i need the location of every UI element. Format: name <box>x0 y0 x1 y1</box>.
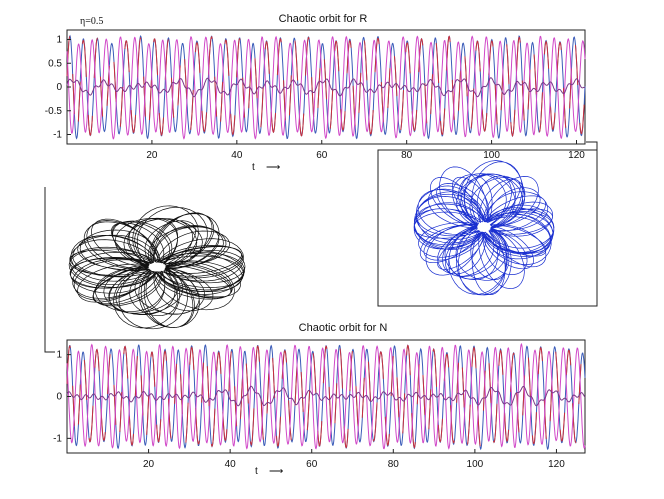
chart-n-series <box>66 342 586 451</box>
chart-r-xtick-label: 80 <box>401 150 413 161</box>
chart-r-series-2 <box>66 35 586 139</box>
chart-r: Chaotic orbit for R 20 40 60 80 100 120 1 0.5 0 -… <box>45 13 586 173</box>
chart-n-ytick-label: -1 <box>53 433 62 444</box>
chart-n-xlabel: t <box>255 466 258 477</box>
chart-n-series-2 <box>66 344 586 450</box>
chart-r-x-arrow: ⟶ <box>266 162 280 173</box>
chart-r-ytick-label: -0.5 <box>45 106 63 117</box>
chart-r-xtick-label: 60 <box>316 150 328 161</box>
chart-n-xtick-label: 80 <box>388 459 400 470</box>
phase-portrait-r-box <box>377 149 598 307</box>
chart-r-xtick-label: 40 <box>231 150 243 161</box>
chart-r-ticks: 20 40 60 80 100 120 1 0.5 0 -0.5 -1 <box>45 35 586 162</box>
chart-r-xtick-label: 100 <box>483 150 500 161</box>
chart-r-ytick-label: 0 <box>56 82 62 93</box>
phase-portrait-r-curve <box>413 160 555 296</box>
phase-portrait-r <box>377 149 598 307</box>
connector-right <box>586 141 598 150</box>
chart-n-ytick-label: 1 <box>56 350 62 361</box>
chart-n-ticks: 20 40 60 80 100 120 1 0 -1 <box>53 350 565 470</box>
eta-annotation: η=0.5 <box>80 16 103 27</box>
chart-r-series-4 <box>66 77 586 98</box>
chart-r-series <box>66 34 586 140</box>
phase-portrait-n-curve <box>68 205 246 330</box>
chart-n-xtick-label: 60 <box>306 459 318 470</box>
phase-portrait-n <box>68 205 246 330</box>
chart-n-xtick-label: 120 <box>548 459 565 470</box>
connector-left <box>44 187 55 353</box>
connectors <box>44 141 598 353</box>
phase-portrait-r-trace <box>413 160 555 296</box>
chart-n: Chaotic orbit for N 20 40 60 80 100 120 1 0 -1 t… <box>53 322 586 477</box>
chart-r-ytick-label: -1 <box>53 130 62 141</box>
chart-r-series-3 <box>66 35 586 140</box>
chart-n-xtick-label: 40 <box>225 459 237 470</box>
chart-r-xtick-label: 20 <box>146 150 158 161</box>
chart-r-ytick-label: 1 <box>56 35 62 46</box>
chart-r-xlabel: t <box>252 162 255 173</box>
chart-r-title: Chaotic orbit for R <box>279 13 368 25</box>
chart-r-ytick-label: 0.5 <box>48 58 62 69</box>
chart-n-ytick-label: 0 <box>56 392 62 403</box>
chart-n-series-3 <box>66 342 586 450</box>
phase-portrait-n-trace <box>68 205 246 330</box>
chart-n-xtick-label: 100 <box>467 459 484 470</box>
chart-n-x-arrow: ⟶ <box>269 466 283 477</box>
chart-r-xtick-label: 120 <box>568 150 585 161</box>
chart-n-xtick-label: 20 <box>143 459 155 470</box>
chart-n-title: Chaotic orbit for N <box>299 322 388 334</box>
chart-n-series-4 <box>66 385 586 407</box>
